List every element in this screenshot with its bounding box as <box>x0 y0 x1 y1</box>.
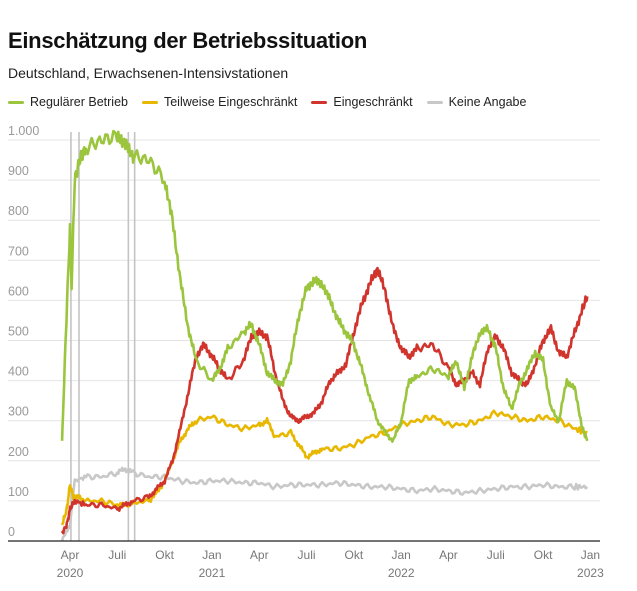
x-tick-year-label: 2022 <box>388 566 415 580</box>
x-tick-year-label: 2021 <box>199 566 226 580</box>
chart-title: Einschätzung der Betriebssituation <box>8 28 367 53</box>
legend-label: Eingeschränkt <box>333 95 413 109</box>
x-tick-label: Apr <box>439 548 458 562</box>
y-tick-label: 100 <box>8 485 29 499</box>
series-line-teilweise-eingeschr-nkt <box>60 409 588 526</box>
x-tick-label: Juli <box>298 548 316 562</box>
legend: Regulärer Betrieb Teilweise Eingeschränk… <box>8 95 526 109</box>
x-tick-label: Okt <box>534 548 553 562</box>
y-tick-label: 200 <box>8 445 29 459</box>
x-tick-label: Jan <box>202 548 221 562</box>
y-tick-label: 300 <box>8 405 29 419</box>
x-tick-label: Juli <box>487 548 505 562</box>
legend-swatch <box>8 100 24 104</box>
y-tick-label: 700 <box>8 244 29 258</box>
legend-item-regulaer[interactable]: Regulärer Betrieb <box>8 95 128 109</box>
y-tick-label: 400 <box>8 365 29 379</box>
x-tick-year-label: 2020 <box>57 566 84 580</box>
x-tick-label: Jan <box>581 548 600 562</box>
chart-subtitle: Deutschland, Erwachsenen-Intensivstation… <box>8 65 289 81</box>
legend-label: Regulärer Betrieb <box>30 95 128 109</box>
y-tick-label: 600 <box>8 284 29 298</box>
legend-label: Keine Angabe <box>448 95 527 109</box>
legend-swatch <box>311 100 328 104</box>
y-tick-label: 500 <box>8 325 29 339</box>
series-line-eingeschr-nkt <box>60 266 589 535</box>
x-tick-label: Okt <box>345 548 364 562</box>
y-tick-label: 0 <box>8 525 15 539</box>
legend-swatch <box>141 100 158 104</box>
series-line-regul-rer-betrieb <box>60 129 589 443</box>
x-tick-year-label: 2023 <box>577 566 604 580</box>
legend-item-eingeschraenkt[interactable]: Eingeschränkt <box>311 95 413 109</box>
x-tick-label: Apr <box>61 548 80 562</box>
y-tick-label: 900 <box>8 164 29 178</box>
y-tick-label: 1.000 <box>8 124 39 138</box>
x-tick-label: Apr <box>250 548 269 562</box>
x-tick-label: Juli <box>108 548 126 562</box>
legend-swatch <box>426 100 443 104</box>
series-line-keine-angabe <box>60 466 589 542</box>
x-tick-label: Okt <box>155 548 174 562</box>
legend-item-teilweise[interactable]: Teilweise Eingeschränkt <box>141 95 298 109</box>
legend-label: Teilweise Eingeschränkt <box>163 95 298 109</box>
x-tick-label: Jan <box>391 548 410 562</box>
y-tick-label: 800 <box>8 204 29 218</box>
legend-item-keine-angabe[interactable]: Keine Angabe <box>426 95 527 109</box>
